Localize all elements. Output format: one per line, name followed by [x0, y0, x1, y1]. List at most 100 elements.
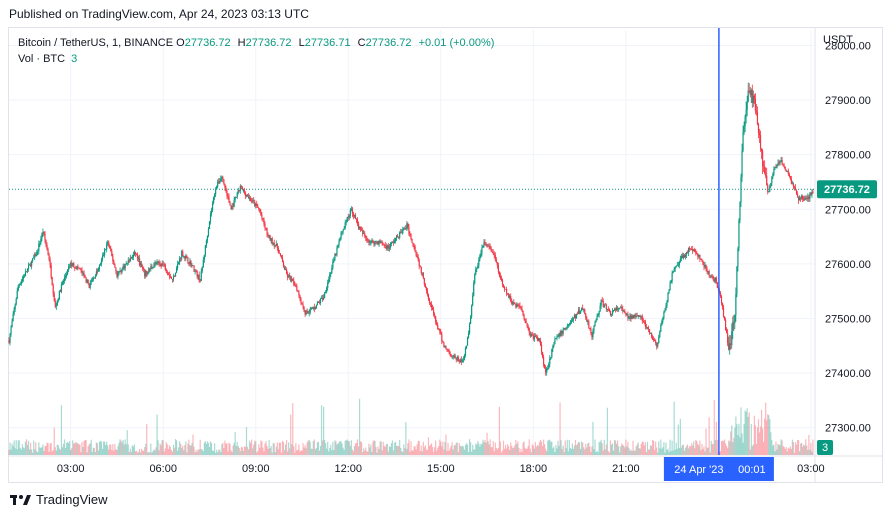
- candle-body: [128, 260, 130, 262]
- footer-branding[interactable]: TradingView: [10, 492, 108, 507]
- volume-bar: [40, 448, 42, 455]
- candle-body: [552, 345, 554, 349]
- candle-body: [15, 298, 17, 305]
- volume-bar: [120, 440, 122, 455]
- candle-body: [73, 263, 75, 268]
- candle-body: [147, 272, 149, 274]
- candle-body: [321, 298, 324, 300]
- volume-bar: [42, 444, 44, 455]
- volume-bar: [789, 446, 791, 455]
- candle-body: [449, 351, 451, 354]
- candle-body: [518, 305, 520, 307]
- candle-body: [429, 302, 432, 305]
- candle-body: [494, 254, 496, 260]
- candle-body: [703, 264, 705, 267]
- volume-bar: [408, 439, 410, 455]
- candle-body: [535, 336, 538, 338]
- candle-body: [59, 290, 62, 292]
- candle-body: [132, 254, 134, 257]
- candle-body: [196, 271, 198, 277]
- volume-bar: [238, 447, 240, 455]
- volume-bar: [622, 444, 624, 455]
- tradingview-logo-icon: [10, 494, 31, 505]
- volume-bar: [389, 446, 392, 455]
- candle-body: [543, 357, 545, 365]
- volume-bar: [808, 434, 810, 455]
- volume-bar: [60, 405, 63, 455]
- volume-bar: [169, 446, 172, 455]
- candle-body: [783, 165, 785, 167]
- candle-body: [395, 235, 398, 239]
- symbol-legend: Bitcoin / TetherUS, 1, BINANCE O27736.72…: [18, 35, 498, 51]
- volume-bar: [790, 448, 792, 455]
- volume-bar: [163, 451, 165, 455]
- candle-body: [332, 261, 334, 269]
- volume-bar: [716, 439, 718, 455]
- volume-bar: [276, 442, 278, 455]
- volume-bar: [146, 423, 148, 455]
- candle-body: [702, 260, 704, 265]
- volume-bar: [170, 449, 173, 455]
- candle-body: [123, 265, 125, 269]
- candle-body: [674, 267, 676, 270]
- candle-body: [141, 263, 143, 267]
- candle-body: [329, 274, 331, 280]
- candle-body: [333, 259, 335, 262]
- volume-bar: [444, 441, 446, 455]
- candle-body: [517, 304, 519, 306]
- volume-bar: [54, 447, 56, 455]
- candle-body: [245, 194, 248, 196]
- chart-frame[interactable]: [8, 27, 883, 483]
- candle-body: [375, 241, 377, 243]
- volume-bar: [399, 440, 401, 455]
- volume-bar: [521, 451, 523, 455]
- volume-bar: [450, 445, 452, 455]
- volume-bar: [602, 450, 604, 455]
- volume-bar: [177, 450, 179, 455]
- candle-body: [639, 316, 641, 317]
- candle-body: [226, 191, 228, 196]
- volume-bar: [508, 446, 510, 455]
- candle-body: [57, 298, 59, 301]
- volume-bar: [448, 450, 450, 455]
- candle-body: [257, 205, 259, 208]
- volume-bar: [509, 450, 511, 455]
- candle-body: [23, 276, 26, 277]
- volume-bar: [325, 443, 327, 455]
- candle-body: [485, 242, 487, 245]
- volume-bar: [657, 452, 659, 455]
- volume-bar: [470, 442, 472, 455]
- volume-bar: [68, 443, 70, 455]
- candle-body: [273, 243, 275, 247]
- volume-bar: [166, 444, 168, 455]
- volume-bar: [337, 443, 339, 455]
- candle-body: [156, 262, 158, 264]
- volume-bar: [51, 451, 53, 455]
- candle-body: [550, 357, 552, 359]
- volume-bars: [8, 398, 814, 455]
- volume-bar: [740, 407, 742, 455]
- candle-body: [279, 253, 282, 256]
- candle-body: [473, 283, 475, 296]
- volume-bar: [766, 420, 768, 455]
- candle-body: [358, 226, 361, 229]
- volume-bar: [698, 445, 700, 455]
- candle-body: [93, 277, 95, 279]
- volume-bar: [153, 449, 155, 455]
- volume-bar: [27, 440, 30, 455]
- candle-body: [649, 332, 652, 334]
- candle-body: [365, 235, 367, 238]
- volume-bar: [270, 446, 272, 455]
- volume-bar: [35, 442, 37, 455]
- volume-bar: [590, 452, 592, 455]
- candle-body: [374, 241, 376, 245]
- candle-body: [438, 329, 440, 331]
- candle-body: [554, 338, 556, 345]
- volume-bar: [473, 449, 475, 455]
- volume-bar: [49, 443, 51, 455]
- candle-body: [218, 181, 220, 184]
- volume-bar: [284, 444, 287, 455]
- candle-body: [791, 183, 794, 185]
- candle-body: [56, 300, 58, 306]
